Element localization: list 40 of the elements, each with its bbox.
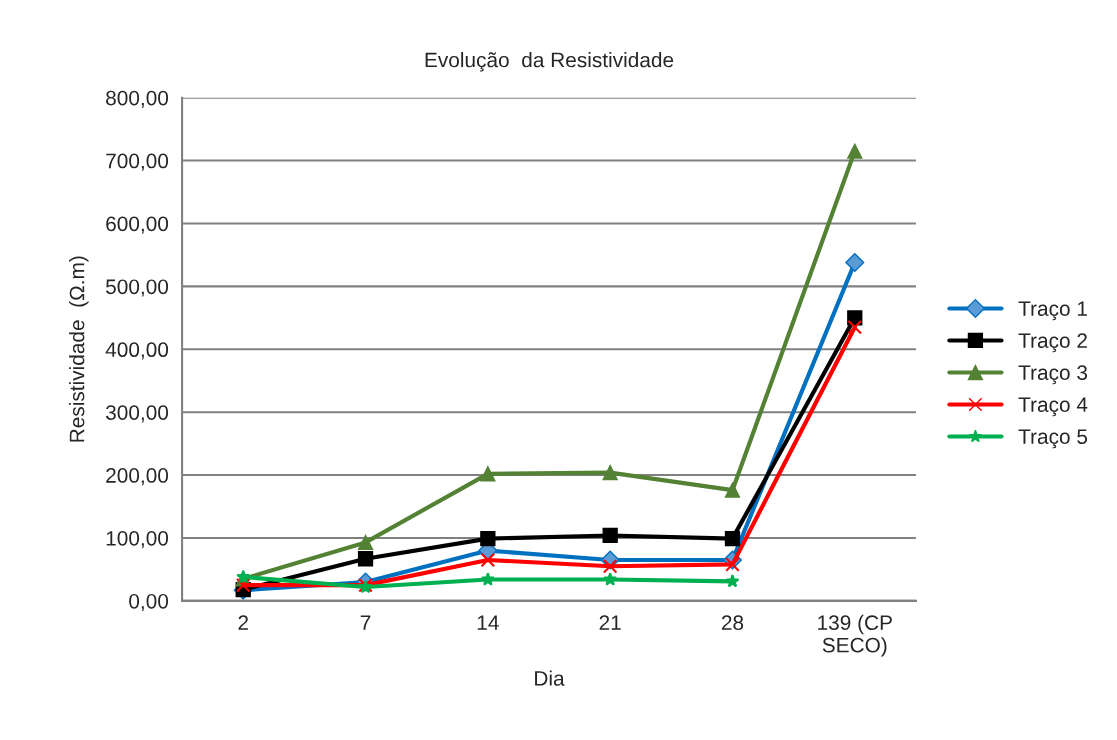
- legend-label: Traço 5: [1018, 429, 1088, 449]
- point: [603, 572, 618, 586]
- point: [357, 534, 374, 551]
- legend-label: Traço 1: [1018, 301, 1087, 321]
- point: [357, 551, 374, 567]
- point: [602, 464, 618, 481]
- y-tick-label: 600,00: [106, 216, 169, 234]
- point: [725, 574, 740, 588]
- x-tick-label: 21: [599, 615, 621, 630]
- point: [480, 530, 496, 547]
- y-tick-label: 700,00: [106, 153, 169, 171]
- x-tick-label: 28: [721, 615, 744, 631]
- x-tick-label: 2: [238, 615, 248, 630]
- point: [724, 530, 741, 547]
- point: [480, 466, 496, 482]
- legend-label: Traço 4: [1018, 397, 1088, 417]
- y-tick-label: 100,00: [106, 530, 169, 549]
- point: [847, 143, 863, 159]
- y-tick-label: 400,00: [105, 342, 169, 360]
- x-tick-label: 14: [477, 615, 499, 630]
- x-tick-label: 139 (CP SECO): [818, 614, 892, 657]
- y-tick-label: 200,00: [106, 468, 169, 486]
- point: [480, 552, 496, 568]
- point: [724, 482, 741, 498]
- point: [602, 527, 618, 544]
- x-axis-title: Dia: [535, 670, 565, 686]
- point: [847, 319, 863, 335]
- y-tick-label: 500,00: [106, 279, 169, 297]
- y-tick-label: 0,00: [129, 593, 169, 612]
- chart-title: Evolução da Resistividade: [425, 52, 674, 72]
- legend-label: Traço 3: [1018, 365, 1088, 385]
- legend-label: Traço 2: [1018, 333, 1087, 353]
- point: [602, 558, 618, 574]
- y-axis-title: Resistividade (Ω.m): [69, 256, 89, 442]
- y-tick-label: 300,00: [105, 405, 169, 423]
- x-tick-label: 7: [360, 615, 371, 630]
- point: [480, 572, 495, 586]
- point: [235, 577, 251, 593]
- y-tick-label: 800,00: [106, 90, 169, 108]
- point: [845, 252, 865, 273]
